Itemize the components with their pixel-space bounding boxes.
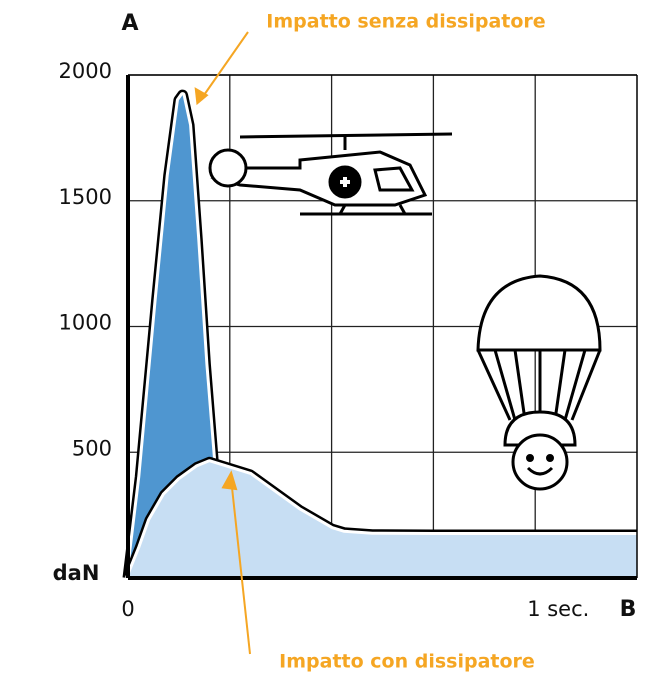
y-axis-label: daN [53,561,100,585]
chart: A B daN Impatto senza dissipatore Impatto… [0,0,649,676]
axis-letter-a: A [121,11,138,36]
x-tick-label: 1 sec. [527,597,589,621]
y-tick-label: 2000 [59,59,112,83]
parachute-illustration [478,276,600,489]
y-tick-label: 500 [72,436,112,460]
annotation-arrow [203,32,248,97]
x-tick-label: 0 [121,597,134,621]
axis-letter-b: B [620,597,637,622]
y-tick-label: 1500 [59,185,112,209]
annotation-label: Impatto senza dissipatore [266,11,545,33]
y-tick-label: 1000 [59,311,112,335]
annotation-label: Impatto con dissipatore [279,651,535,673]
